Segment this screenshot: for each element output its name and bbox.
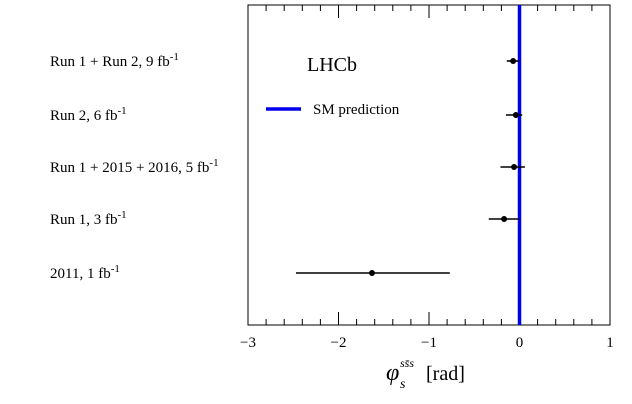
row-label: Run 1 + 2015 + 2016, 5 fb-1: [50, 157, 219, 176]
row-label: 2011, 1 fb-1: [50, 263, 120, 282]
x-axis-ticks: −3 −2 −1 0 1: [240, 5, 614, 351]
x-axis-title: φ s ss̄s [rad]: [386, 356, 465, 392]
x-axis-title-superscript: ss̄s: [400, 356, 414, 370]
x-tick-label: 1: [606, 335, 614, 351]
data-point: [510, 58, 517, 64]
x-tick-label: 0: [516, 335, 524, 351]
x-tick-label: −3: [240, 335, 256, 351]
row-labels: Run 1 + Run 2, 9 fb-1 Run 2, 6 fb-1 Run 1 …: [50, 51, 219, 282]
data-point: [512, 112, 519, 118]
x-tick-label: −2: [331, 335, 347, 351]
x-axis-title-unit: [rad]: [426, 363, 465, 385]
legend: SM prediction: [266, 102, 400, 118]
row-label: Run 1, 3 fb-1: [50, 209, 127, 228]
x-axis-title-symbol: φ: [386, 360, 399, 386]
legend-label-sm: SM prediction: [313, 102, 400, 118]
data-points: [295, 58, 525, 276]
x-axis-title-subscript: s: [400, 377, 406, 392]
row-label: Run 1 + Run 2, 9 fb-1: [50, 51, 179, 70]
x-tick-label: −1: [421, 335, 437, 351]
lhcb-annotation: LHCb: [307, 54, 357, 76]
data-point: [511, 164, 518, 170]
data-point: [501, 216, 508, 222]
plot-frame: [247, 4, 611, 326]
row-label: Run 2, 6 fb-1: [50, 105, 127, 124]
data-point: [368, 270, 375, 276]
